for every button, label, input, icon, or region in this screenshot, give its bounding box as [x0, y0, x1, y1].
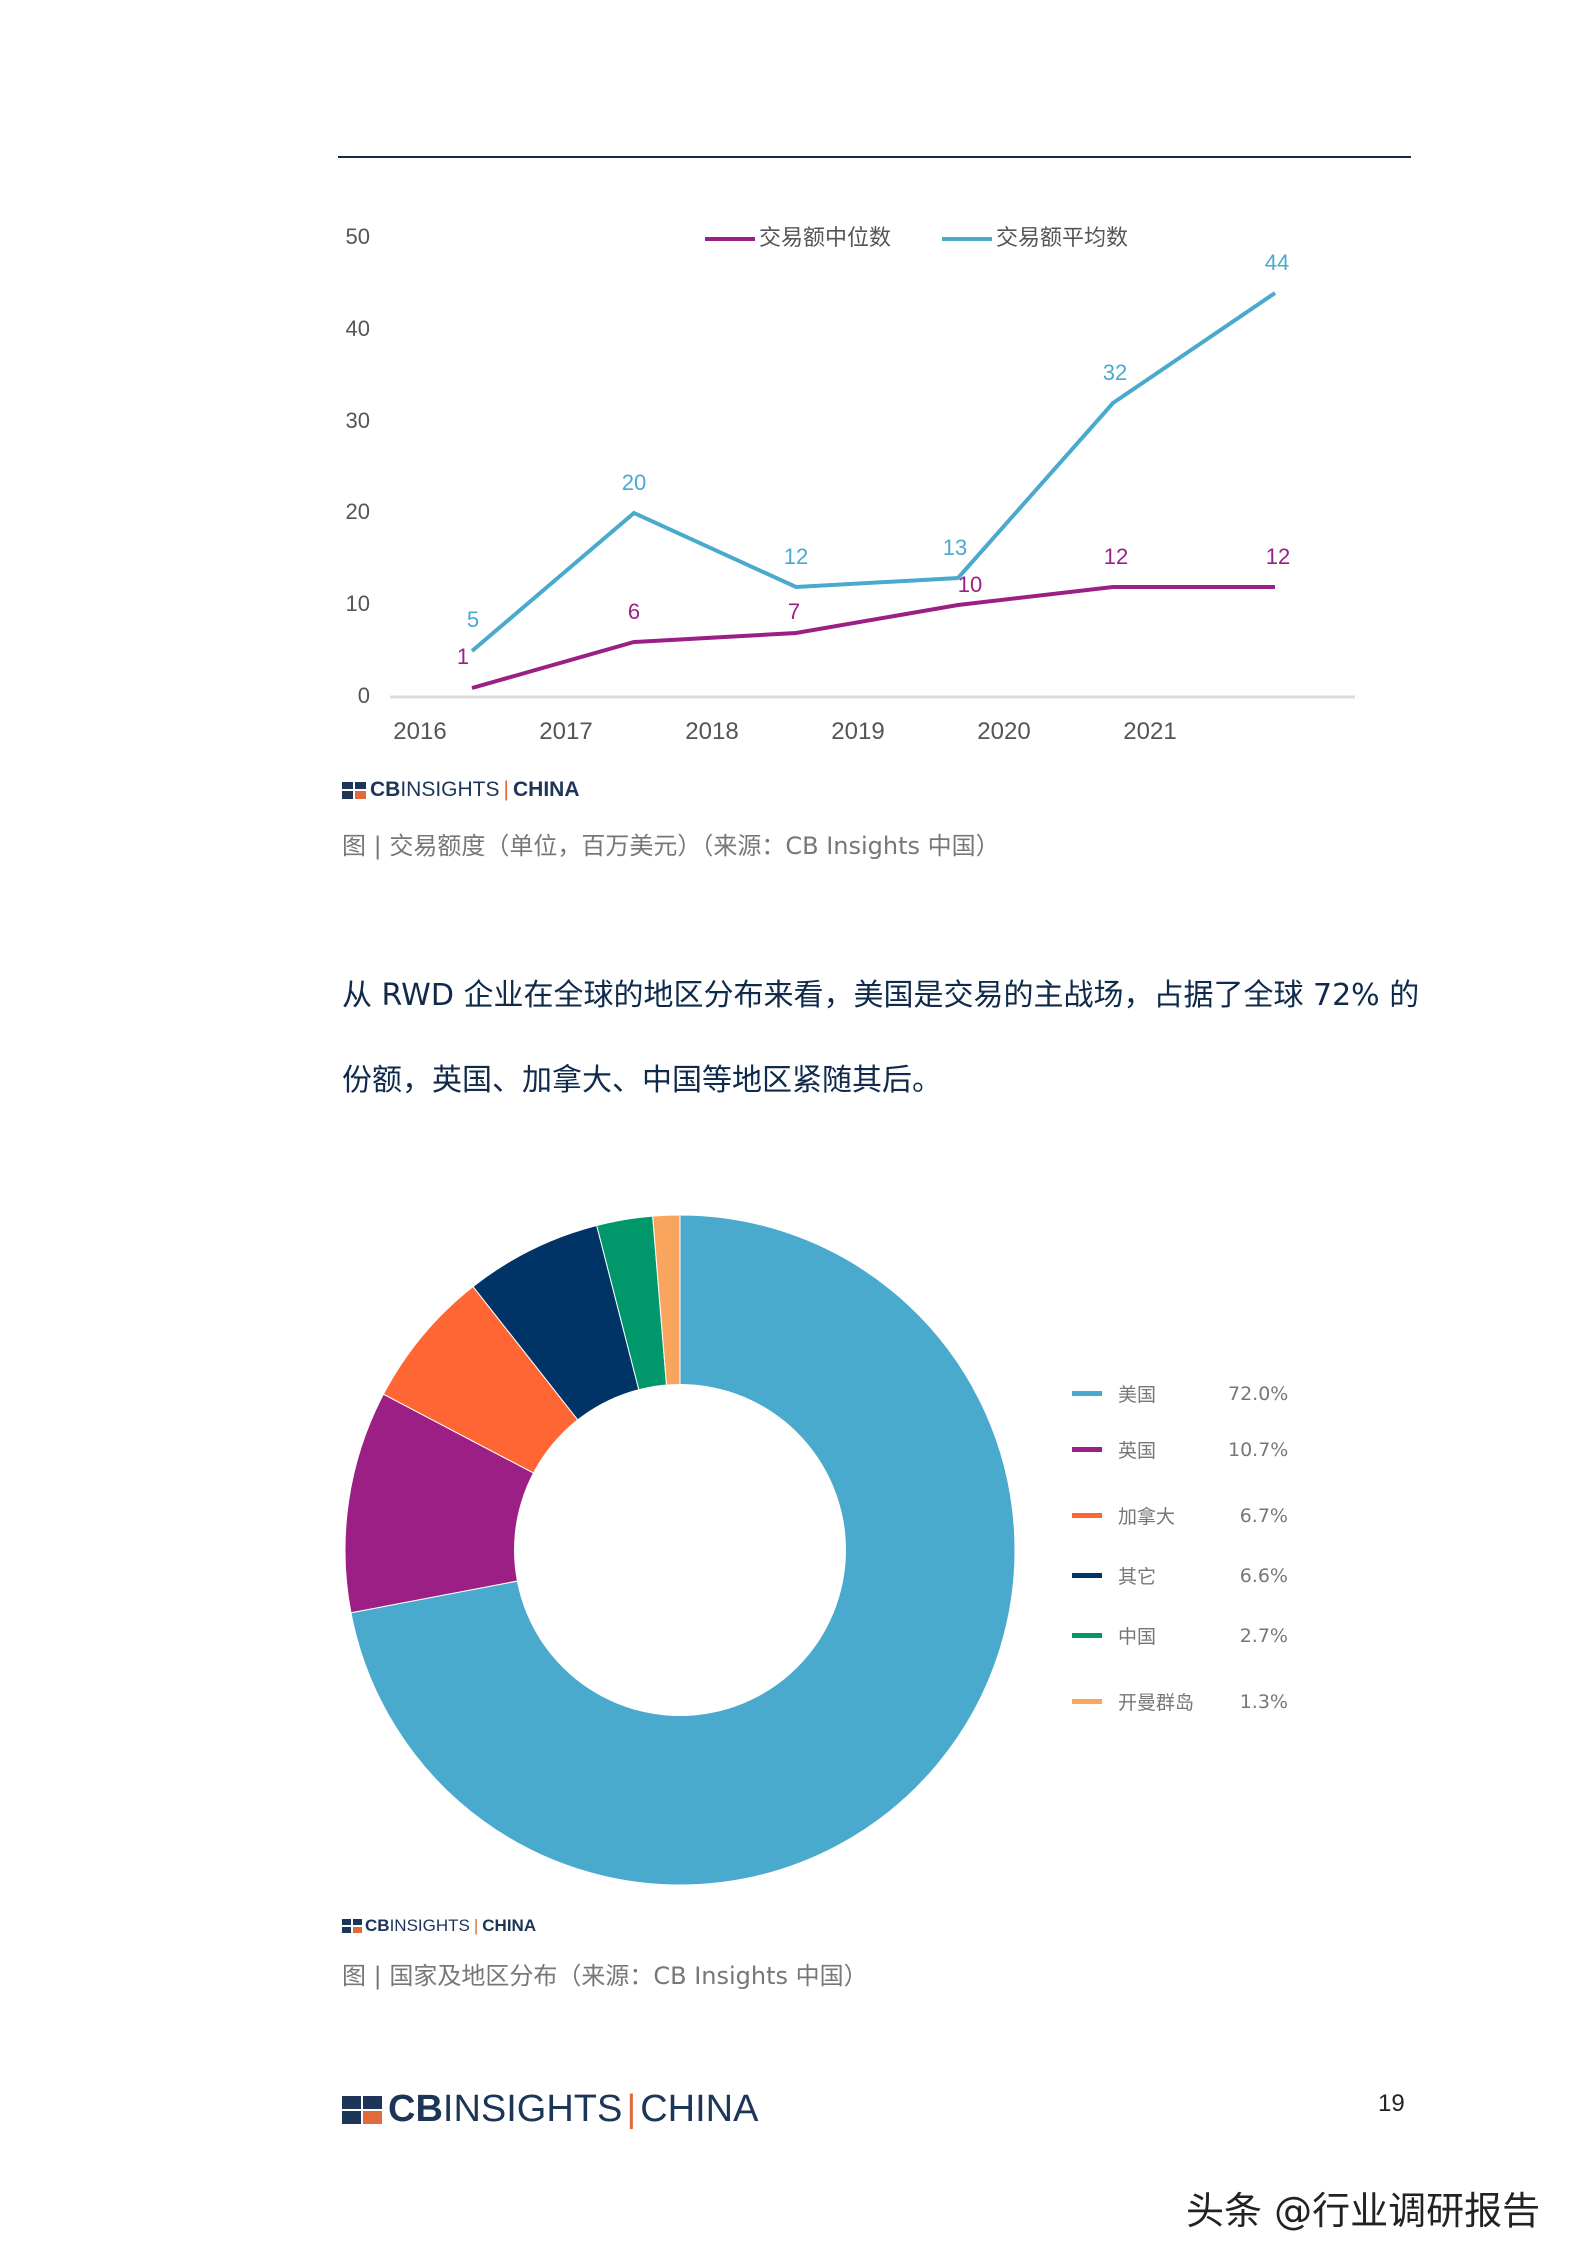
legend-name: 加拿大	[1118, 1506, 1176, 1528]
legend-item: 英国 10.7%	[1072, 1436, 1288, 1463]
legend-pct: 2.7%	[1239, 1624, 1288, 1647]
cb-logo-icon	[342, 1919, 362, 1933]
x-tick: 2016	[393, 718, 447, 745]
legend-pct: 6.6%	[1239, 1564, 1288, 1587]
svg-text:12: 12	[1104, 544, 1128, 569]
y-tick: 50	[345, 224, 370, 249]
x-tick: 2019	[831, 718, 885, 745]
legend-label: 交易额中位数	[759, 226, 892, 251]
svg-text:20: 20	[622, 470, 646, 495]
legend-item: 美国 72.0%	[1072, 1380, 1288, 1407]
line-plot: 5 20 12 13 32 44 1 6 7 10 12 12	[390, 250, 1355, 699]
y-tick: 20	[345, 499, 370, 524]
cb-insights-logo: CB INSIGHTS | CHINA	[342, 1916, 536, 1936]
logo-sep: |	[473, 1916, 479, 1935]
legend-item: 中国 2.7%	[1072, 1622, 1288, 1649]
y-tick: 30	[345, 408, 370, 433]
legend-name: 开曼群岛	[1118, 1692, 1195, 1714]
legend-swatch	[1072, 1699, 1102, 1704]
legend-label: 交易额平均数	[996, 226, 1129, 251]
page-number: 19	[1378, 2090, 1405, 2117]
logo-sep: |	[503, 778, 509, 801]
y-tick: 0	[357, 683, 370, 708]
legend-pct: 1.3%	[1239, 1690, 1288, 1713]
cb-insights-logo: CB INSIGHTS | CHINA	[342, 778, 580, 802]
cb-logo-icon	[342, 781, 366, 799]
header-rule	[338, 156, 1411, 158]
legend-name: 英国	[1118, 1440, 1157, 1462]
logo-china: CHINA	[482, 1916, 537, 1935]
svg-text:1: 1	[457, 644, 469, 669]
body-paragraph-line: 从 RWD 企业在全球的地区分布来看，美国是交易的主战场，占据了全球 72% 的	[342, 978, 1420, 1013]
svg-text:32: 32	[1103, 360, 1127, 385]
legend-pct: 72.0%	[1228, 1382, 1289, 1405]
legend-item: 其它 6.6%	[1072, 1562, 1288, 1589]
figure-caption: 图 | 交易额度（单位，百万美元）（来源：CB Insights 中国）	[342, 832, 1000, 860]
svg-text:12: 12	[784, 544, 808, 569]
legend-name: 美国	[1118, 1384, 1157, 1406]
legend-swatch	[1072, 1573, 1102, 1578]
legend-swatch	[1072, 1391, 1102, 1396]
logo-insights: INSIGHTS	[442, 2088, 623, 2130]
svg-text:6: 6	[628, 599, 640, 624]
legend-item: 开曼群岛 1.3%	[1072, 1688, 1288, 1715]
legend-median: 交易额中位数	[705, 220, 891, 252]
legend-name: 其它	[1118, 1566, 1157, 1588]
x-tick: 2020	[977, 718, 1031, 745]
y-tick: 10	[345, 591, 370, 616]
legend-pct: 10.7%	[1228, 1438, 1289, 1461]
logo-china: CHINA	[640, 2088, 759, 2130]
y-tick: 40	[345, 316, 370, 341]
legend-swatch	[942, 237, 992, 241]
legend-swatch	[1072, 1633, 1102, 1638]
logo-cb: CB	[365, 1916, 390, 1935]
legend-swatch	[705, 237, 755, 241]
svg-text:5: 5	[467, 607, 479, 632]
legend-swatch	[1072, 1447, 1102, 1452]
logo-china: CHINA	[513, 778, 580, 801]
x-tick: 2021	[1123, 718, 1177, 745]
logo-sep: |	[626, 2088, 637, 2130]
footer-cb-insights-logo: CB INSIGHTS | CHINA	[342, 2088, 758, 2131]
donut-chart	[344, 1214, 1016, 1886]
logo-cb: CB	[388, 2088, 443, 2130]
logo-insights: INSIGHTS	[389, 1916, 470, 1935]
legend-swatch	[1072, 1513, 1102, 1518]
logo-cb: CB	[370, 778, 401, 801]
legend-item: 加拿大 6.7%	[1072, 1502, 1288, 1529]
svg-text:7: 7	[788, 599, 800, 624]
x-tick: 2017	[539, 718, 593, 745]
x-tick: 2018	[685, 718, 739, 745]
svg-text:13: 13	[943, 535, 967, 560]
svg-text:44: 44	[1265, 250, 1289, 275]
cb-logo-icon	[342, 2095, 382, 2124]
logo-insights: INSIGHTS	[400, 778, 500, 801]
figure-caption: 图 | 国家及地区分布（来源：CB Insights 中国）	[342, 1962, 868, 1990]
legend-pct: 6.7%	[1239, 1504, 1288, 1527]
legend-name: 中国	[1118, 1626, 1157, 1648]
svg-text:10: 10	[958, 572, 982, 597]
legend-mean: 交易额平均数	[942, 220, 1128, 252]
svg-text:12: 12	[1266, 544, 1290, 569]
watermark: 头条 @行业调研报告	[1186, 2189, 1541, 2233]
body-paragraph-line: 份额，英国、加拿大、中国等地区紧随其后。	[342, 1063, 942, 1098]
